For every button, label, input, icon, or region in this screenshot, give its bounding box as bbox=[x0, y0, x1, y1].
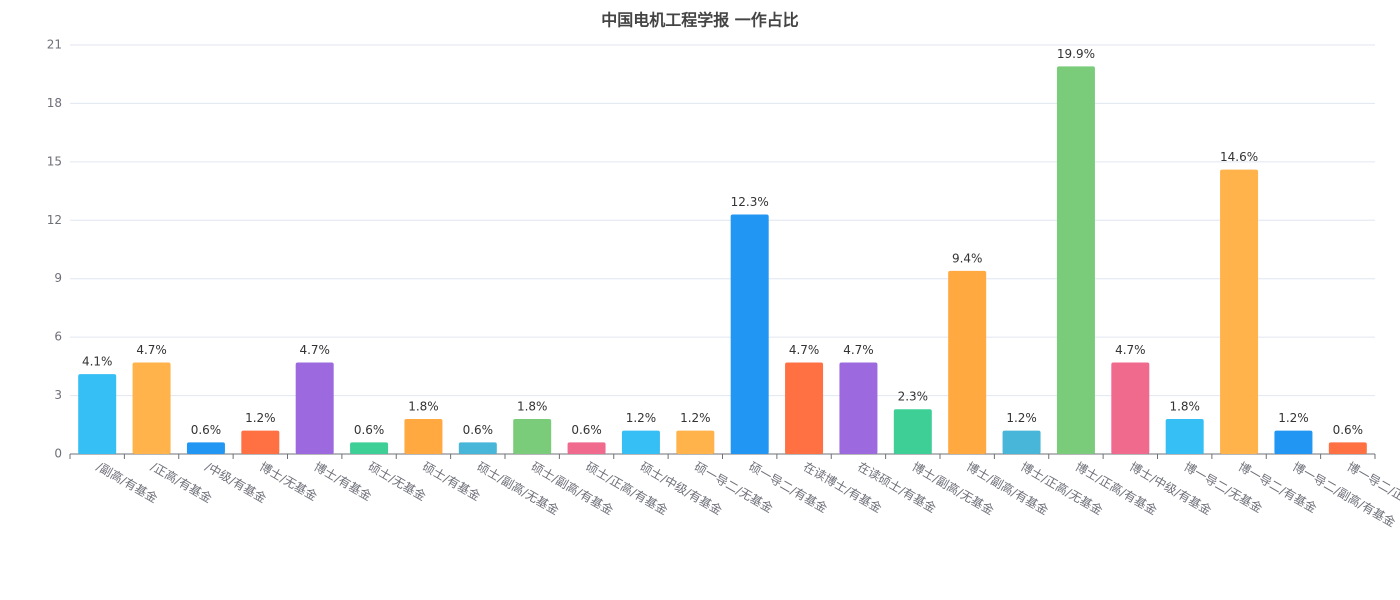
x-tick-label: 硕士/有基金 bbox=[420, 459, 483, 504]
bar bbox=[1111, 362, 1150, 454]
bar bbox=[785, 362, 824, 454]
bar bbox=[1274, 430, 1313, 454]
value-label: 1.2% bbox=[626, 411, 657, 425]
value-label: 19.9% bbox=[1057, 47, 1095, 61]
value-label: 1.2% bbox=[680, 411, 711, 425]
bar bbox=[404, 418, 443, 454]
bar bbox=[132, 362, 171, 454]
bar bbox=[730, 214, 769, 454]
bar bbox=[893, 409, 932, 454]
value-label: 4.7% bbox=[789, 343, 820, 357]
chart-title: 中国电机工程学报 一作占比 bbox=[601, 11, 799, 30]
bar bbox=[839, 362, 878, 454]
bar bbox=[295, 362, 334, 454]
bar bbox=[458, 442, 497, 454]
bar bbox=[1220, 169, 1259, 454]
bar bbox=[1165, 418, 1204, 454]
y-tick-label: 0 bbox=[54, 447, 62, 461]
value-label: 4.1% bbox=[82, 355, 113, 369]
y-tick-label: 21 bbox=[47, 38, 62, 52]
value-label: 4.7% bbox=[299, 343, 330, 357]
y-tick-label: 9 bbox=[54, 271, 62, 285]
bar bbox=[186, 442, 225, 454]
x-tick-label: /副高/有基金 bbox=[94, 459, 160, 506]
value-label: 0.6% bbox=[354, 423, 385, 437]
x-tick-label: /正高/有基金 bbox=[148, 459, 214, 506]
bar bbox=[513, 418, 552, 454]
y-tick-label: 18 bbox=[47, 96, 62, 110]
value-label: 1.2% bbox=[1278, 411, 1309, 425]
value-label: 0.6% bbox=[571, 423, 602, 437]
y-tick-label: 12 bbox=[47, 213, 62, 227]
bar bbox=[350, 442, 389, 454]
y-tick-label: 15 bbox=[47, 154, 62, 168]
x-tick-label: 硕士/无基金 bbox=[366, 459, 429, 504]
value-label: 1.8% bbox=[1169, 399, 1200, 413]
value-label: 0.6% bbox=[1333, 423, 1364, 437]
bar bbox=[78, 374, 117, 454]
bar bbox=[676, 430, 715, 454]
value-label: 1.2% bbox=[1006, 411, 1037, 425]
value-label: 0.6% bbox=[463, 423, 494, 437]
value-label: 14.6% bbox=[1220, 150, 1258, 164]
bar bbox=[948, 270, 987, 454]
value-label: 12.3% bbox=[731, 195, 769, 209]
bar bbox=[621, 430, 660, 454]
value-label: 9.4% bbox=[952, 251, 983, 265]
value-label: 4.7% bbox=[1115, 343, 1146, 357]
bar bbox=[567, 442, 606, 454]
bar bbox=[1328, 442, 1367, 454]
x-tick-label: /中级/有基金 bbox=[203, 459, 269, 506]
bar bbox=[241, 430, 280, 454]
value-label: 0.6% bbox=[191, 423, 222, 437]
value-label: 4.7% bbox=[843, 343, 874, 357]
value-label: 2.3% bbox=[898, 390, 929, 404]
y-tick-label: 6 bbox=[54, 330, 62, 344]
y-tick-label: 3 bbox=[54, 388, 62, 402]
value-label: 4.7% bbox=[136, 343, 167, 357]
value-label: 1.8% bbox=[408, 399, 439, 413]
value-label: 1.8% bbox=[517, 399, 548, 413]
value-label: 1.2% bbox=[245, 411, 276, 425]
bar bbox=[1056, 66, 1095, 454]
x-tick-label: 博士/有基金 bbox=[311, 459, 374, 504]
bar bbox=[1002, 430, 1041, 454]
x-tick-label: 博一导二/副高/有基金 bbox=[1290, 459, 1398, 530]
